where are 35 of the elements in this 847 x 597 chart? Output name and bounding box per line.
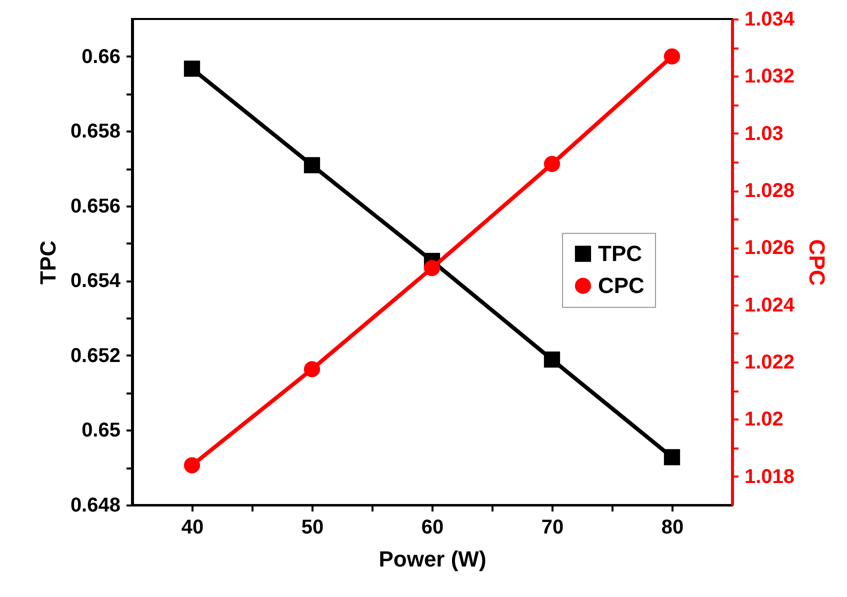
y2-tick-label: 1.022 — [744, 352, 795, 374]
y2-tick-label: 1.028 — [744, 180, 795, 202]
x-tick-label: 40 — [181, 516, 204, 538]
y-tick-label: 0.66 — [82, 46, 120, 68]
y2-tick-label: 1.026 — [744, 237, 795, 260]
point — [544, 352, 560, 368]
point — [304, 157, 320, 174]
point — [664, 449, 680, 466]
x-tick-label: 80 — [661, 516, 684, 538]
y2-tick-label: 1.018 — [744, 466, 795, 488]
x-tick-label: 60 — [421, 516, 444, 538]
y2-axis-title: CPC — [804, 239, 830, 286]
point — [304, 361, 320, 378]
y-axis-title: TPC — [35, 240, 60, 284]
point — [544, 156, 560, 172]
y2-tick-label: 1.02 — [744, 408, 784, 431]
y2-tick-label: 1.024 — [744, 294, 796, 316]
y-tick-label: 0.648 — [70, 494, 120, 516]
y2-tick-label: 1.034 — [744, 8, 796, 30]
x-axis-title: Power (W) — [378, 546, 486, 572]
y-tick-label: 0.658 — [70, 120, 120, 143]
y-tick-label: 0.656 — [70, 195, 120, 218]
point — [184, 457, 200, 474]
x-tick-label: 70 — [541, 516, 564, 538]
y-tick-label: 0.652 — [70, 344, 120, 367]
y-tick-label: 0.654 — [70, 270, 122, 292]
y2-tick-label: 1.032 — [744, 66, 795, 88]
x-tick-label: 50 — [301, 516, 324, 538]
y2-tick-label: 1.03 — [744, 122, 784, 145]
y-tick-label: 0.65 — [82, 420, 120, 442]
point — [424, 260, 440, 276]
legend-label: TPC — [598, 240, 642, 266]
point — [664, 48, 680, 64]
point — [184, 60, 200, 77]
legend-label: CPC — [598, 272, 645, 298]
